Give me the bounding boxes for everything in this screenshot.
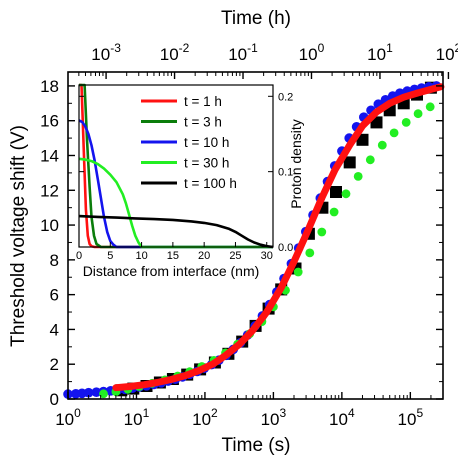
inset-series-line-2 xyxy=(78,119,273,249)
left-axis-tick-label: 4 xyxy=(50,320,59,339)
left-axis-tick-label: 6 xyxy=(50,286,59,305)
inset-yaxis-tick-label: 0.1 xyxy=(278,167,293,179)
legend-label: t = 30 h xyxy=(184,156,229,171)
left-axis-title: Threshold voltage shift (V) xyxy=(8,125,29,347)
legend-label: t = 100 h xyxy=(184,176,237,191)
legend-item-0: t = 1 h xyxy=(141,94,222,109)
main-data-point xyxy=(343,156,356,169)
inset-xaxis-tick-label: 0 xyxy=(76,250,82,262)
top-axis-tick-label: 102 xyxy=(436,41,458,64)
main-data-point xyxy=(425,102,435,112)
inset-yaxis-tick-label: 0.0 xyxy=(278,242,293,254)
main-data-point xyxy=(91,387,102,398)
left-axis-tick-label: 10 xyxy=(40,216,59,235)
left-axis-tick-label: 14 xyxy=(40,146,59,165)
bottom-axis-tick-label: 104 xyxy=(329,406,355,429)
left-axis-tick-label: 18 xyxy=(40,77,59,96)
legend-item-1: t = 3 h xyxy=(141,115,222,130)
main-data-point xyxy=(389,128,399,138)
inset-xaxis-tick-label: 30 xyxy=(261,250,273,262)
inset-xaxis-tick-label: 25 xyxy=(229,250,241,262)
main-data-point xyxy=(401,118,411,127)
inset-xaxis-tick-label: 10 xyxy=(135,250,147,262)
legend-item-2: t = 10 h xyxy=(141,135,229,150)
left-axis-tick-label: 12 xyxy=(40,181,59,200)
main-series-3 xyxy=(112,83,445,392)
top-axis-tick-label: 10-1 xyxy=(228,41,258,64)
top-axis-title: Time (h) xyxy=(221,8,291,29)
top-axis-tick-label: 101 xyxy=(367,41,393,64)
inset-yaxis-tick-label: 0.2 xyxy=(278,91,293,103)
main-series-line xyxy=(112,83,445,392)
main-plot-marks xyxy=(63,81,445,399)
bottom-axis-tick-label: 105 xyxy=(398,406,424,429)
top-axis-tick-label: 10-2 xyxy=(160,41,190,64)
inset-xaxis-tick-label: 20 xyxy=(198,250,210,262)
main-data-point xyxy=(353,172,363,181)
top-axis-tick-label: 100 xyxy=(299,41,325,64)
legend-label: t = 10 h xyxy=(184,135,229,150)
bottom-axis-tick-label: 103 xyxy=(261,406,287,429)
main-data-point xyxy=(99,389,108,399)
main-plot-frame xyxy=(67,71,444,400)
main-data-point xyxy=(370,116,383,129)
bottom-axis-tick-label: 101 xyxy=(124,406,150,429)
left-axis-tick-label: 2 xyxy=(50,355,59,374)
bottom-axis-tick-label: 102 xyxy=(192,406,218,429)
main-data-point xyxy=(293,267,303,277)
left-axis-tick-label: 8 xyxy=(50,251,59,270)
main-data-point xyxy=(365,155,375,165)
inset-xaxis-tick-label: 5 xyxy=(107,250,113,262)
inset-background xyxy=(79,85,273,247)
main-data-point xyxy=(341,189,351,199)
top-axis-tick-label: 10-3 xyxy=(91,41,121,64)
legend-label: t = 3 h xyxy=(184,115,222,130)
main-data-point xyxy=(356,133,369,146)
inset-series-line-3 xyxy=(78,157,273,249)
bottom-axis-title: Time (s) xyxy=(222,435,291,456)
inset-yaxis-title: Proton density xyxy=(288,119,304,209)
main-data-point xyxy=(377,140,387,150)
legend-label: t = 1 h xyxy=(184,94,222,109)
main-data-point xyxy=(330,186,342,198)
main-data-point xyxy=(413,109,423,119)
inset-legend: t = 1 h t = 3 h t = 10 h t = 30 h t = 100 h xyxy=(141,94,237,191)
main-data-point xyxy=(83,387,94,398)
inset-plot-axes: 0 5 10 15 20 25 30 0.0 0.1 0.2 xyxy=(76,91,293,262)
main-data-point xyxy=(305,248,315,258)
bottom-axis-tick-label: 100 xyxy=(55,406,81,429)
left-axis-tick-label: 0 xyxy=(50,390,59,409)
main-data-point xyxy=(329,207,339,217)
inset-xaxis-tick-label: 15 xyxy=(167,250,179,262)
inset-plot-frame xyxy=(78,84,274,248)
inset-series-line-4 xyxy=(78,214,274,249)
legend-item-3: t = 30 h xyxy=(141,156,229,171)
inset-xaxis-title: Distance from interface (nm) xyxy=(83,263,260,279)
left-axis-tick-label: 16 xyxy=(40,112,59,131)
legend-item-4: t = 100 h xyxy=(141,176,237,191)
main-data-point xyxy=(317,227,327,237)
